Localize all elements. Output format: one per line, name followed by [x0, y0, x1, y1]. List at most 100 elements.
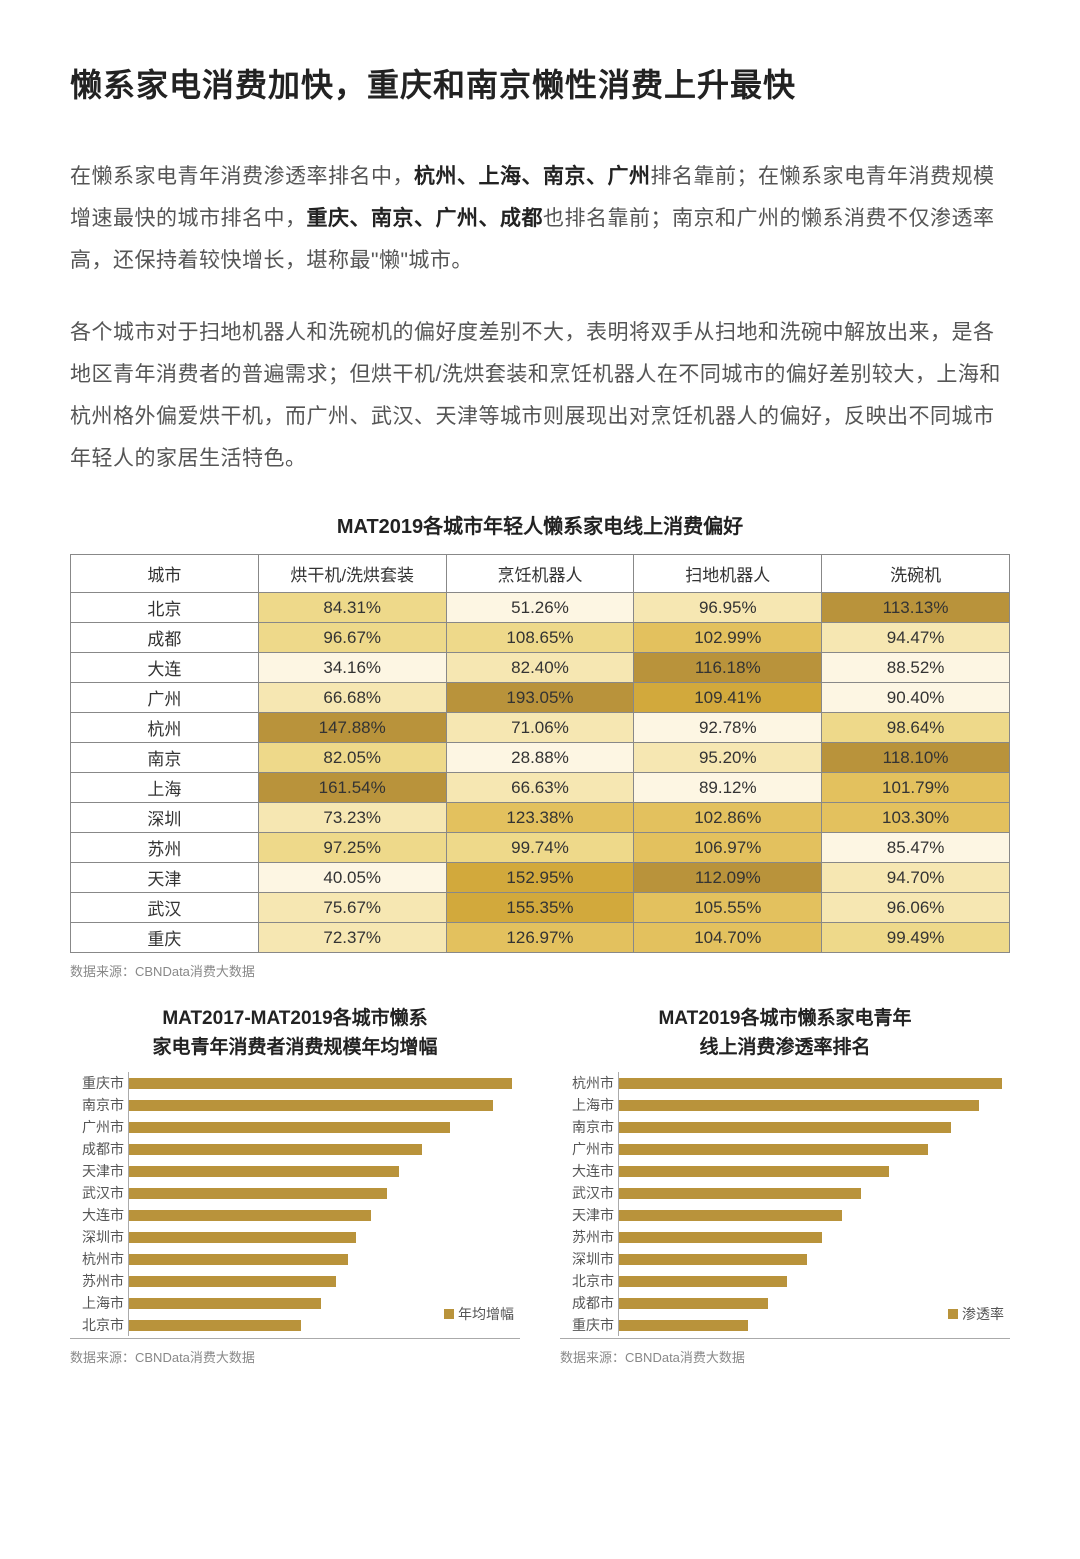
table-source: 数据来源：CBNData消费大数据: [70, 961, 1010, 980]
bar-fill: [129, 1320, 301, 1331]
value-cell: 118.10%: [822, 743, 1010, 773]
bar-label: 上海市: [560, 1095, 618, 1115]
bar-fill: [619, 1276, 787, 1287]
preference-table: 城市烘干机/洗烘套装烹饪机器人扫地机器人洗碗机北京84.31%51.26%96.…: [70, 554, 1010, 953]
table-row: 北京84.31%51.26%96.95%113.13%: [71, 593, 1010, 623]
table-row: 杭州147.88%71.06%92.78%98.64%: [71, 713, 1010, 743]
table-row: 深圳73.23%123.38%102.86%103.30%: [71, 803, 1010, 833]
value-cell: 95.20%: [634, 743, 822, 773]
bar-label: 广州市: [70, 1117, 128, 1137]
bar-fill: [129, 1078, 512, 1089]
value-cell: 34.16%: [258, 653, 446, 683]
bar-fill: [619, 1320, 748, 1331]
value-cell: 147.88%: [258, 713, 446, 743]
table-row: 武汉75.67%155.35%105.55%96.06%: [71, 893, 1010, 923]
bar-fill: [129, 1232, 356, 1243]
value-cell: 84.31%: [258, 593, 446, 623]
table-row: 成都96.67%108.65%102.99%94.47%: [71, 623, 1010, 653]
value-cell: 96.06%: [822, 893, 1010, 923]
table-row: 大连34.16%82.40%116.18%88.52%: [71, 653, 1010, 683]
bar-label: 成都市: [560, 1293, 618, 1313]
value-cell: 28.88%: [446, 743, 634, 773]
city-cell: 上海: [71, 773, 259, 803]
bar-row: 杭州市: [560, 1072, 1010, 1094]
city-cell: 杭州: [71, 713, 259, 743]
bar-row: 广州市: [560, 1138, 1010, 1160]
value-cell: 123.38%: [446, 803, 634, 833]
intro-paragraph-1: 在懒系家电青年消费渗透率排名中，杭州、上海、南京、广州排名靠前；在懒系家电青年消…: [70, 156, 1010, 282]
table-row: 南京82.05%28.88%95.20%118.10%: [71, 743, 1010, 773]
bar-row: 成都市: [70, 1138, 520, 1160]
city-cell: 重庆: [71, 923, 259, 953]
value-cell: 40.05%: [258, 863, 446, 893]
bar-label: 深圳市: [70, 1227, 128, 1247]
bar-fill: [619, 1298, 768, 1309]
bar-fill: [129, 1276, 336, 1287]
bar-fill: [129, 1210, 371, 1221]
bar-label: 杭州市: [70, 1249, 128, 1269]
value-cell: 89.12%: [634, 773, 822, 803]
penetration-chart-legend: 渗透率: [948, 1304, 1004, 1324]
bar-label: 南京市: [70, 1095, 128, 1115]
bar-row: 武汉市: [560, 1182, 1010, 1204]
city-cell: 成都: [71, 623, 259, 653]
value-cell: 112.09%: [634, 863, 822, 893]
bar-label: 北京市: [560, 1271, 618, 1291]
value-cell: 98.64%: [822, 713, 1010, 743]
table-header: 烹饪机器人: [446, 555, 634, 593]
bar-row: 杭州市: [70, 1248, 520, 1270]
bar-row: 天津市: [560, 1204, 1010, 1226]
bar-fill: [129, 1298, 321, 1309]
value-cell: 152.95%: [446, 863, 634, 893]
bar-label: 杭州市: [560, 1073, 618, 1093]
value-cell: 161.54%: [258, 773, 446, 803]
bar-row: 天津市: [70, 1160, 520, 1182]
value-cell: 72.37%: [258, 923, 446, 953]
value-cell: 101.79%: [822, 773, 1010, 803]
bar-row: 北京市: [560, 1270, 1010, 1292]
penetration-chart: 杭州市上海市南京市广州市大连市武汉市天津市苏州市深圳市北京市成都市重庆市 渗透率: [560, 1072, 1010, 1339]
value-cell: 66.68%: [258, 683, 446, 713]
value-cell: 108.65%: [446, 623, 634, 653]
legend-swatch: [948, 1309, 958, 1319]
bar-label: 天津市: [70, 1161, 128, 1181]
bar-row: 重庆市: [70, 1072, 520, 1094]
bar-row: 成都市: [560, 1292, 1010, 1314]
bar-fill: [619, 1166, 889, 1177]
bar-label: 南京市: [560, 1117, 618, 1137]
bar-fill: [619, 1232, 822, 1243]
growth-chart-source: 数据来源：CBNData消费大数据: [70, 1347, 520, 1366]
value-cell: 92.78%: [634, 713, 822, 743]
growth-chart-legend: 年均增幅: [444, 1304, 514, 1324]
value-cell: 116.18%: [634, 653, 822, 683]
table-row: 重庆72.37%126.97%104.70%99.49%: [71, 923, 1010, 953]
bar-label: 重庆市: [70, 1073, 128, 1093]
city-cell: 深圳: [71, 803, 259, 833]
table-header: 扫地机器人: [634, 555, 822, 593]
growth-chart-title: MAT2017-MAT2019各城市懒系家电青年消费者消费规模年均增幅: [70, 1005, 520, 1062]
value-cell: 105.55%: [634, 893, 822, 923]
table-header: 烘干机/洗烘套装: [258, 555, 446, 593]
city-cell: 广州: [71, 683, 259, 713]
value-cell: 155.35%: [446, 893, 634, 923]
bar-fill: [129, 1254, 348, 1265]
value-cell: 90.40%: [822, 683, 1010, 713]
value-cell: 71.06%: [446, 713, 634, 743]
value-cell: 94.47%: [822, 623, 1010, 653]
penetration-chart-source: 数据来源：CBNData消费大数据: [560, 1347, 1010, 1366]
value-cell: 96.67%: [258, 623, 446, 653]
bar-label: 武汉市: [560, 1183, 618, 1203]
table-header: 洗碗机: [822, 555, 1010, 593]
bar-label: 北京市: [70, 1315, 128, 1335]
value-cell: 102.86%: [634, 803, 822, 833]
penetration-chart-title: MAT2019各城市懒系家电青年线上消费渗透率排名: [560, 1005, 1010, 1062]
table-header: 城市: [71, 555, 259, 593]
bar-label: 重庆市: [560, 1315, 618, 1335]
bar-row: 广州市: [70, 1116, 520, 1138]
city-cell: 苏州: [71, 833, 259, 863]
bar-fill: [619, 1122, 951, 1133]
bar-label: 广州市: [560, 1139, 618, 1159]
bar-row: 苏州市: [70, 1270, 520, 1292]
value-cell: 96.95%: [634, 593, 822, 623]
table-row: 天津40.05%152.95%112.09%94.70%: [71, 863, 1010, 893]
